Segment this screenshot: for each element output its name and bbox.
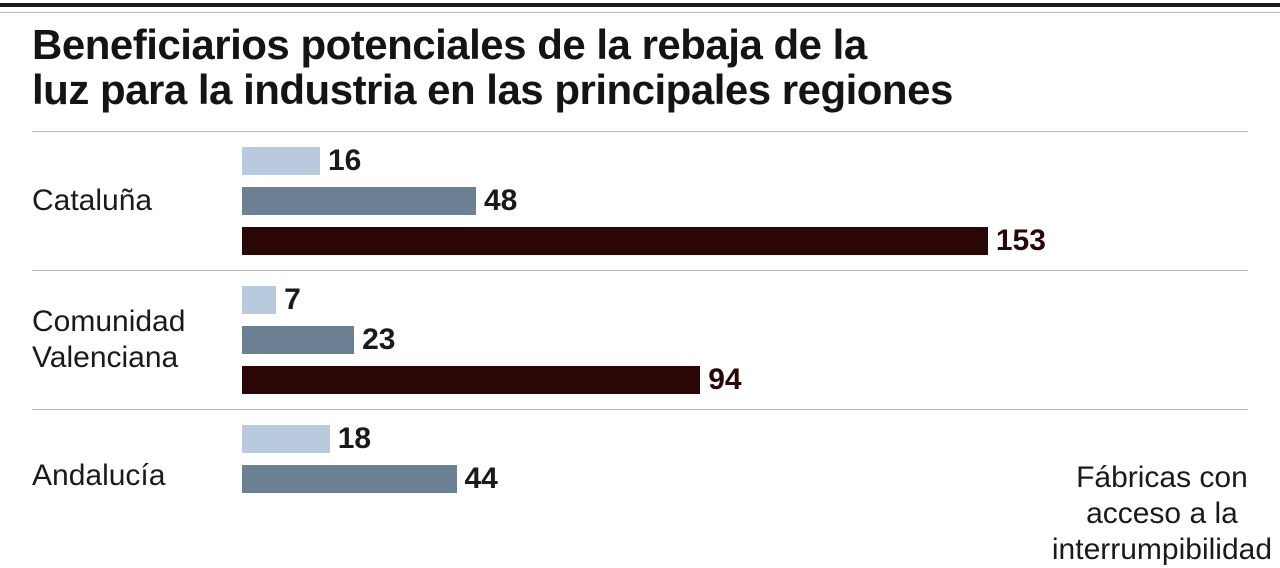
- bar-value-label: 7: [284, 283, 301, 317]
- legend-line3: interrumpibilidad: [1052, 533, 1272, 566]
- bar-value-label: 44: [465, 462, 498, 496]
- top-border-thin: [0, 12, 1280, 13]
- bar: [242, 286, 276, 314]
- bars-group: 7 23 94: [242, 283, 1248, 397]
- chart-row: ComunidadValenciana 7 23 94: [32, 270, 1248, 409]
- bar-wrap: 7: [242, 283, 1248, 317]
- legend-line2: acceso a la: [1086, 497, 1238, 530]
- chart-title-line1: Beneficiarios potenciales de la rebaja d…: [32, 21, 867, 68]
- bar: [242, 187, 476, 215]
- bar-value-label: 18: [338, 422, 371, 456]
- legend-label: Fábricas con acceso a la interrumpibilid…: [1052, 460, 1272, 568]
- bar-value-label: 16: [328, 144, 361, 178]
- bar-wrap: 48: [242, 184, 1248, 218]
- bar: [242, 366, 700, 394]
- bar-value-label: 153: [996, 224, 1046, 258]
- top-border-thick: [0, 3, 1280, 7]
- bar-wrap: 18: [242, 422, 1248, 456]
- bar: [242, 465, 457, 493]
- bar-value-label: 23: [362, 323, 395, 357]
- bar: [242, 147, 320, 175]
- region-label: Andalucía: [32, 458, 242, 494]
- chart-row: Cataluña 16 48 153: [32, 131, 1248, 270]
- chart-title: Beneficiarios potenciales de la rebaja d…: [32, 22, 1248, 113]
- bar-value-label: 94: [708, 363, 741, 397]
- legend-line1: Fábricas con: [1076, 461, 1248, 494]
- chart-title-line2: luz para la industria en las principales…: [32, 66, 953, 113]
- bar: [242, 326, 354, 354]
- bar-wrap: 16: [242, 144, 1248, 178]
- bar: [242, 227, 988, 255]
- bar-wrap: 153: [242, 224, 1248, 258]
- bars-group: 16 48 153: [242, 144, 1248, 258]
- bar-wrap: 94: [242, 363, 1248, 397]
- region-label: Cataluña: [32, 183, 242, 219]
- region-label: ComunidadValenciana: [32, 304, 242, 376]
- bar: [242, 425, 330, 453]
- bar-wrap: 23: [242, 323, 1248, 357]
- bar-value-label: 48: [484, 184, 517, 218]
